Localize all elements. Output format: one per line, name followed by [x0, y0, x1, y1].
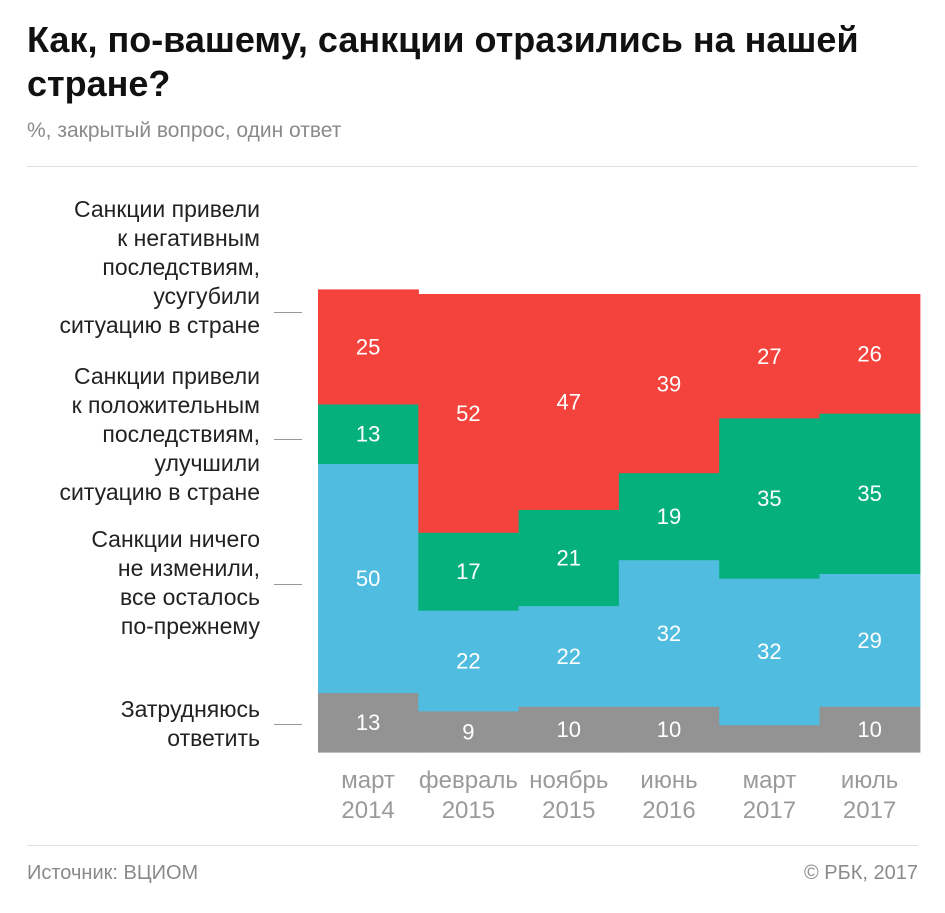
data-label-nochange-3: 32: [657, 621, 681, 646]
data-label-positive-0: 13: [356, 422, 380, 447]
data-label-positive-4: 35: [757, 486, 781, 511]
bar-negative-4: [719, 294, 821, 419]
data-label-positive-3: 19: [657, 504, 681, 529]
top-divider: [27, 166, 918, 167]
bar-unsure-2: [518, 706, 620, 753]
data-label-nochange-1: 22: [456, 648, 480, 673]
data-label-nochange-2: 22: [557, 644, 581, 669]
legend-tick-negative: [274, 312, 302, 313]
data-label-positive-1: 17: [456, 559, 480, 584]
legend-label-negative: Санкции привели к негативным последствия…: [59, 196, 260, 338]
data-label-unsure-2: 10: [557, 717, 581, 742]
data-label-positive-5: 35: [857, 481, 881, 506]
x-tick-label-5-line-1: 2017: [843, 797, 896, 824]
bottom-divider: [27, 845, 918, 846]
x-tick-label-2-line-0: ноябрь: [529, 767, 608, 794]
data-label-unsure-5: 10: [857, 717, 881, 742]
data-label-negative-3: 39: [657, 371, 681, 396]
bar-positive-4: [719, 417, 821, 579]
legend-label-nochange: Санкции ничего не изменили, все осталось…: [91, 526, 260, 639]
bar-unsure-5: [819, 706, 921, 753]
x-tick-label-5-line-0: июль: [841, 767, 898, 794]
x-tick-label-0-line-0: март: [341, 767, 395, 794]
bar-nochange-3: [618, 559, 720, 707]
data-label-positive-2: 21: [557, 545, 581, 570]
data-label-negative-1: 52: [456, 401, 480, 426]
bar-unsure-1: [418, 710, 520, 753]
legend-tick-unsure: [274, 724, 302, 725]
bar-positive-0: [318, 403, 419, 464]
data-label-nochange-5: 29: [857, 628, 881, 653]
legend-tick-nochange: [274, 584, 302, 585]
data-label-unsure-1: 9: [462, 719, 474, 744]
x-tick-label-3-line-1: 2016: [642, 797, 695, 824]
data-label-negative-0: 25: [356, 335, 380, 360]
data-label-negative-5: 26: [857, 342, 881, 367]
bar-nochange-2: [518, 605, 620, 707]
chart-title: Как, по-вашему, санкции отразились на на…: [27, 19, 859, 104]
bar-negative-0: [318, 289, 419, 405]
x-tick-label-3-line-0: июнь: [640, 767, 697, 794]
x-tick-label-1-line-1: 2015: [442, 797, 495, 824]
source-note: Источник: ВЦИОМ: [27, 862, 199, 884]
data-label-unsure-3: 10: [657, 717, 681, 742]
bar-nochange-1: [418, 610, 520, 712]
legend-label-unsure: Затрудняюсь ответить: [120, 696, 260, 751]
data-label-unsure-0: 13: [356, 710, 380, 735]
chart-subtitle: %, закрытый вопрос, один ответ: [27, 119, 342, 142]
bar-positive-1: [418, 532, 520, 611]
bar-nochange-4: [719, 578, 821, 726]
x-tick-label-1-line-0: февраль: [419, 767, 518, 794]
copyright-note: © РБК, 2017: [803, 862, 918, 884]
bar-positive-3: [618, 472, 720, 561]
x-tick-label-2-line-1: 2015: [542, 797, 595, 824]
bar-unsure-4: [719, 724, 821, 753]
bar-unsure-3: [618, 706, 720, 753]
bar-negative-2: [518, 294, 620, 510]
x-tick-label-0-line-1: 2014: [341, 797, 394, 824]
bar-unsure-0: [318, 692, 419, 753]
x-tick-label-4-line-1: 2017: [743, 797, 796, 824]
bar-nochange-0: [318, 463, 419, 694]
bar-negative-3: [618, 294, 720, 474]
bar-positive-2: [518, 509, 620, 607]
bar-negative-1: [418, 294, 520, 533]
legend-label-positive: Санкции привели к положительным последст…: [59, 363, 260, 505]
bar-positive-5: [819, 413, 921, 574]
data-label-nochange-0: 50: [356, 566, 380, 591]
bar-negative-5: [819, 294, 921, 414]
x-tick-label-4-line-0: март: [743, 767, 797, 794]
data-label-nochange-4: 32: [757, 639, 781, 664]
legend-tick-positive: [274, 439, 302, 440]
bar-nochange-5: [819, 573, 921, 707]
data-label-negative-2: 47: [557, 390, 581, 415]
data-label-negative-4: 27: [757, 344, 781, 369]
